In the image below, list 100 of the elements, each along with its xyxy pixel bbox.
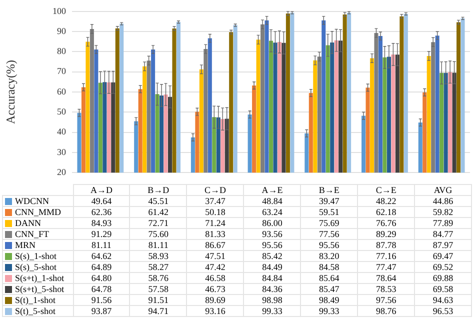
data-label: 87.78 [358,240,415,250]
data-label: 49.64 [73,196,130,206]
data-label: 98.76 [358,306,415,316]
y-tick-label: 100 [52,6,66,16]
data-label: 98.98 [244,294,301,306]
data-label: 72.71 [130,218,187,228]
data-label: 61.42 [130,206,187,218]
data-label: 57.58 [130,284,187,294]
data-label: 95.56 [300,240,358,250]
data-label: 89.69 [186,294,244,306]
data-label: 75.69 [300,218,358,228]
data-label: 84.84 [244,272,301,284]
data-label: 96.53 [414,306,472,316]
data-label: 64.78 [73,284,130,294]
data-label: 62.36 [73,206,130,218]
data-label: 58.27 [130,262,187,272]
data-label: 86.67 [186,240,244,250]
data-label: 93.16 [186,306,244,316]
legend-label: WDCNN [2,196,73,206]
data-label: 48.22 [358,196,415,206]
data-label: 99.33 [300,306,358,316]
data-label: 77.47 [358,262,415,272]
data-label: 71.24 [186,218,244,228]
y-tick-label: 80 [57,46,66,56]
data-label: 69.88 [414,272,472,284]
data-label: 91.56 [73,294,130,306]
data-label: 84.36 [244,284,301,294]
legend-label: DANN [2,218,73,228]
data-label: 59.82 [414,206,472,218]
legend-label: CNN_MMD [2,206,73,218]
data-label: 77.56 [300,228,358,240]
data-label: 85.42 [244,250,301,262]
data-label: 83.20 [300,250,358,262]
y-tick-label: 50 [57,106,66,117]
data-label: 78.53 [358,284,415,294]
data-label: 94.71 [130,306,187,316]
data-label: 64.89 [73,262,130,272]
legend-label: MRN [2,240,73,250]
legend-label: S(t)_5-shot [2,306,73,316]
data-label: 64.62 [73,250,130,262]
data-label: 47.51 [186,250,244,262]
x-tick-label: C→D [186,184,244,196]
data-label: 87.97 [414,240,472,250]
data-label: 84.93 [73,218,130,228]
data-label: 64.80 [73,272,130,284]
x-tick-label: C→E [358,184,415,196]
data-label: 47.42 [186,262,244,272]
data-label: 63.24 [244,206,301,218]
data-label: 77.89 [414,218,472,228]
data-label: 59.51 [300,206,358,218]
legend-label: S(s+t)_5-shot [2,284,73,294]
legend-label: CNN_FT [2,228,73,240]
x-tick-label: A→D [73,184,130,196]
data-label: 45.51 [130,196,187,206]
y-tick-label: 40 [57,126,66,137]
data-label: 94.63 [414,294,472,306]
legend-label: S(s)_1-shot [2,250,73,262]
data-label: 48.84 [244,196,301,206]
data-label: 37.47 [186,196,244,206]
data-label: 95.56 [244,240,301,250]
data-label: 84.77 [414,228,472,240]
data-label: 84.58 [300,262,358,272]
data-label: 78.64 [358,272,415,284]
data-label: 69.52 [414,262,472,272]
data-label: 98.49 [300,294,358,306]
x-tick-label: B→D [130,184,187,196]
y-tick-label: 20 [57,166,66,177]
data-label: 85.47 [300,284,358,294]
data-label: 91.29 [73,228,130,240]
data-label: 84.49 [244,262,301,272]
data-label: 75.60 [130,228,187,240]
y-tick-label: 90 [57,26,66,36]
y-tick-label: 70 [57,66,66,76]
data-label: 69.47 [414,250,472,262]
legend-label: S(t)_1-shot [2,294,73,306]
x-tick-label: AVG [414,184,472,196]
data-label: 93.87 [73,306,130,316]
data-label: 89.29 [358,228,415,240]
data-label: 62.18 [358,206,415,218]
x-tick-label: A→E [244,184,301,196]
data-label: 97.56 [358,294,415,306]
data-label: 93.56 [244,228,301,240]
data-label: 46.73 [186,284,244,294]
data-label: 85.64 [300,272,358,284]
data-label: 39.47 [300,196,358,206]
data-label: 69.58 [414,284,472,294]
data-label: 91.51 [130,294,187,306]
data-label: 81.11 [130,240,187,250]
data-label: 86.00 [244,218,301,228]
y-axis-title: Accuracy(%) [3,60,18,124]
y-tick-label: 30 [57,146,66,157]
data-label: 81.11 [73,240,130,250]
x-tick-label: B→E [300,184,358,196]
data-label: 81.33 [186,228,244,240]
data-label: 99.33 [244,306,301,316]
data-label: 76.76 [358,218,415,228]
y-tick-label: 60 [57,86,66,96]
data-label: 77.16 [358,250,415,262]
data-label: 58.93 [130,250,187,262]
data-label: 58.76 [130,272,187,284]
